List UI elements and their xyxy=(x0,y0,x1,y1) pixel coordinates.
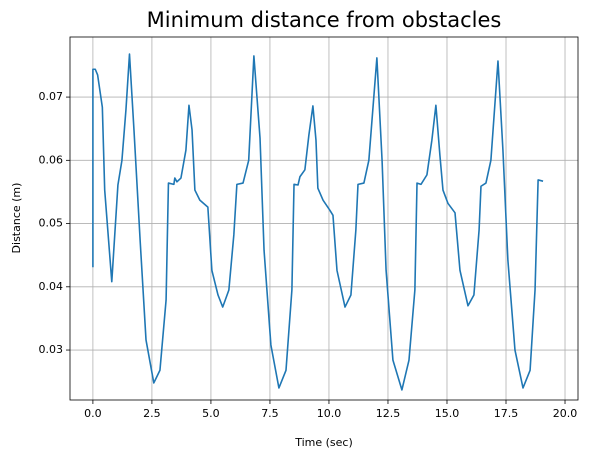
x-tick-label: 2.5 xyxy=(143,407,161,420)
x-tick-label: 20.0 xyxy=(553,407,578,420)
x-tick-label: 10.0 xyxy=(317,407,342,420)
x-tick-label: 7.5 xyxy=(261,407,279,420)
plot-frame xyxy=(69,36,579,401)
y-tick-label: 0.03 xyxy=(39,343,64,356)
x-tick-label: 17.5 xyxy=(494,407,519,420)
y-tick-label: 0.04 xyxy=(39,280,64,293)
x-tick-label: 15.0 xyxy=(435,407,460,420)
y-tick-label: 0.07 xyxy=(39,90,64,103)
y-tick-label: 0.05 xyxy=(39,217,64,230)
x-tick-label: 0.0 xyxy=(84,407,102,420)
x-axis-label: Time (sec) xyxy=(294,436,353,449)
data-line xyxy=(92,53,544,391)
x-tick-label: 12.5 xyxy=(376,407,401,420)
y-axis-label: Distance (m) xyxy=(10,183,23,254)
chart-title: Minimum distance from obstacles xyxy=(147,8,502,32)
y-tick-label: 0.06 xyxy=(39,153,64,166)
x-tick-label: 5.0 xyxy=(202,407,220,420)
